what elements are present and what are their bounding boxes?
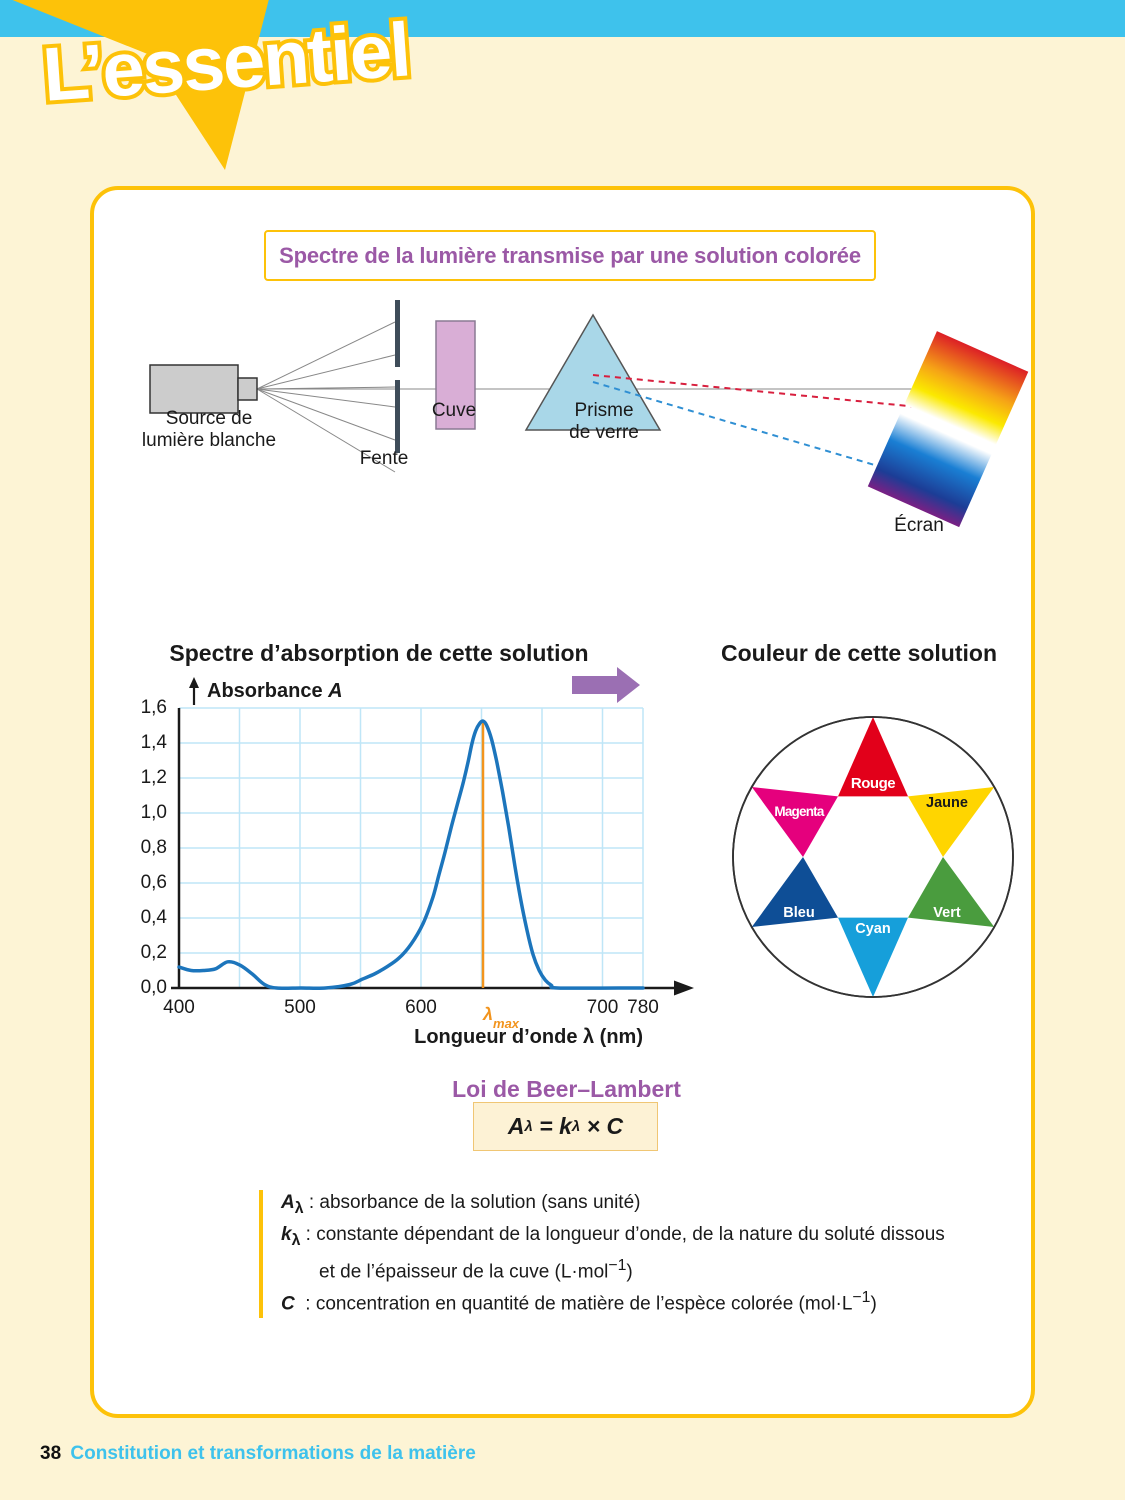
svg-text:780: 780 <box>627 997 659 1018</box>
svg-text:700: 700 <box>587 997 619 1018</box>
svg-text:Longueur d’onde λ (nm): Longueur d’onde λ (nm) <box>414 1026 643 1048</box>
svg-text:Bleu: Bleu <box>783 905 814 921</box>
svg-text:500: 500 <box>284 997 316 1018</box>
svg-text:1,6: 1,6 <box>141 697 167 718</box>
svg-text:400: 400 <box>163 997 195 1018</box>
svg-text:600: 600 <box>405 997 437 1018</box>
svg-text:0,2: 0,2 <box>141 942 167 963</box>
svg-text:1,4: 1,4 <box>141 732 168 753</box>
svg-text:1,2: 1,2 <box>141 767 167 788</box>
svg-text:0,8: 0,8 <box>141 837 167 858</box>
svg-text:1,0: 1,0 <box>141 802 167 823</box>
svg-text:0,4: 0,4 <box>141 907 168 928</box>
svg-text:Rouge: Rouge <box>851 775 895 792</box>
svg-text:0,0: 0,0 <box>141 977 167 998</box>
svg-text:Vert: Vert <box>933 905 961 921</box>
svg-text:Cyan: Cyan <box>855 921 890 937</box>
svg-text:Magenta: Magenta <box>774 804 824 819</box>
svg-text:0,6: 0,6 <box>141 872 167 893</box>
svg-text:Jaune: Jaune <box>926 795 968 811</box>
